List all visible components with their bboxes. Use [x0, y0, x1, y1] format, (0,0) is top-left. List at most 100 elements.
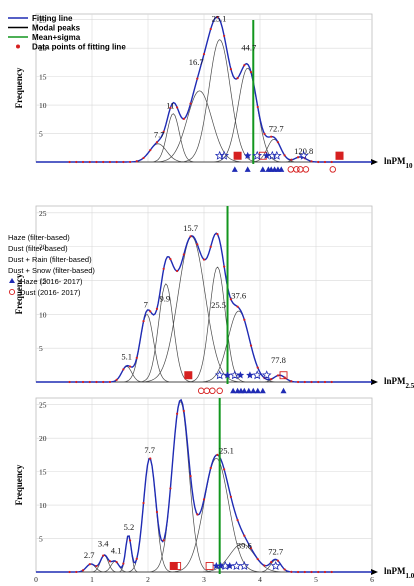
peak-label: 37.6	[231, 291, 246, 301]
fitting-data-point	[196, 77, 199, 80]
fitting-data-point	[149, 149, 152, 152]
fitting-data-point	[142, 501, 145, 505]
fitting-data-point	[149, 310, 152, 313]
fitting-data-point	[290, 380, 293, 383]
fitting-data-point	[128, 365, 132, 368]
fitting-data-point	[115, 378, 118, 381]
marker-circle	[297, 166, 304, 173]
peak-label: 4.1	[111, 545, 122, 555]
fitting-data-point	[243, 318, 246, 321]
x-tick-label: 3	[202, 575, 206, 584]
fitting-data-point	[283, 568, 286, 571]
marker-circle	[209, 387, 216, 395]
fitting-data-point	[75, 380, 78, 384]
fitting-data-point	[182, 409, 185, 413]
marker-triangle	[259, 387, 266, 394]
marker-star-open	[252, 370, 262, 380]
y-axis-label: Frequency	[14, 464, 24, 505]
fitting-data-point	[81, 160, 85, 164]
marker-circle	[216, 387, 223, 395]
fitting-data-point	[229, 495, 232, 498]
y-tick-label: 20	[39, 434, 47, 443]
peak-label: 3.4	[98, 539, 109, 549]
fitting-data-point	[88, 380, 91, 384]
fitting-data-point	[296, 380, 300, 384]
fitting-data-point	[209, 245, 212, 248]
x-tick-label: 6	[370, 575, 374, 584]
marker-star-filled	[217, 561, 225, 570]
marker-star-filled	[225, 561, 234, 570]
fitting-data-point	[323, 160, 327, 164]
fitting-data-point	[236, 77, 239, 80]
y-tick-label: 15	[39, 73, 47, 82]
marker-square-open	[173, 562, 182, 570]
marker-triangle	[278, 166, 285, 172]
fitting-data-point	[135, 557, 138, 560]
fitting-data-point	[223, 265, 226, 268]
fitting-data-point	[270, 561, 273, 564]
fitting-data-point	[202, 498, 206, 501]
fitting-data-point	[169, 257, 172, 261]
marker-circle	[197, 387, 205, 395]
fitting-data-point	[330, 160, 333, 164]
marker-triangle	[250, 387, 257, 394]
fitting-data-point	[108, 380, 112, 384]
x-axis-label-subscript: 10	[406, 162, 414, 170]
panel-1: 5101520257.71116.725.144.772.7120.8Frequ…	[8, 13, 413, 173]
x-axis-label-subscript: 1.0	[406, 572, 414, 580]
marker-triangle	[259, 166, 266, 172]
fitting-data-point	[249, 344, 253, 347]
fitting-data-point	[276, 374, 280, 377]
fitting-data-point	[122, 368, 125, 371]
fitting-data-point	[330, 570, 333, 574]
fitting-data-point	[216, 15, 219, 19]
marker-star-filled	[212, 561, 221, 570]
marker-star-filled	[246, 371, 254, 379]
legend-label: Dust + Snow (filter-based)	[8, 266, 95, 275]
x-axis-label: lnPM2.5	[384, 376, 414, 390]
fitting-data-point	[176, 106, 179, 109]
fitting-data-point	[229, 67, 232, 71]
y-tick-label: 25	[39, 401, 47, 410]
legend-label: Dust (filter-based)	[8, 244, 68, 253]
marker-circle	[293, 166, 300, 173]
fitting-data-point	[263, 564, 266, 567]
marker-star-open	[270, 560, 281, 571]
peak-label: 7.7	[154, 130, 165, 140]
fitting-data-point	[108, 160, 112, 164]
marker-circle	[302, 166, 310, 173]
peak-label: 77.8	[271, 355, 286, 365]
peak-label: 7.7	[144, 445, 155, 455]
fitting-data-point	[68, 570, 71, 574]
marker-triangle	[254, 387, 261, 394]
fitting-data-point	[249, 547, 253, 550]
fitting-data-point	[182, 117, 185, 120]
marker-star-open	[214, 370, 225, 380]
marker-star-filled	[262, 151, 271, 159]
fitting-data-point	[68, 380, 71, 384]
fitting-data-point	[155, 307, 159, 310]
marker-star-open	[252, 150, 262, 160]
x-axis-arrow	[371, 569, 378, 575]
x-axis-label-main: lnPM	[384, 376, 406, 386]
y-tick-label: 10	[39, 310, 47, 319]
peak-label: 25.5	[211, 300, 226, 310]
x-axis-label: lnPM10	[384, 156, 413, 170]
marker-circle	[287, 166, 295, 173]
fitting-data-point	[169, 487, 172, 490]
marker-square-open	[335, 151, 344, 160]
fitting-data-point	[75, 570, 78, 574]
fitting-data-point	[176, 412, 179, 415]
marker-square-filled	[335, 151, 344, 160]
fitting-data-point	[223, 468, 226, 471]
marker-square-filled	[184, 371, 193, 380]
fitting-data-point	[196, 243, 199, 246]
fitting-data-point	[296, 156, 300, 159]
y-tick-label: 25	[39, 16, 47, 25]
peak-label: 5.1	[121, 352, 132, 362]
fitting-data-point	[303, 380, 306, 384]
fitting-data-point	[216, 233, 219, 236]
marker-star-open	[261, 370, 272, 380]
fitting-data-point	[283, 154, 286, 157]
